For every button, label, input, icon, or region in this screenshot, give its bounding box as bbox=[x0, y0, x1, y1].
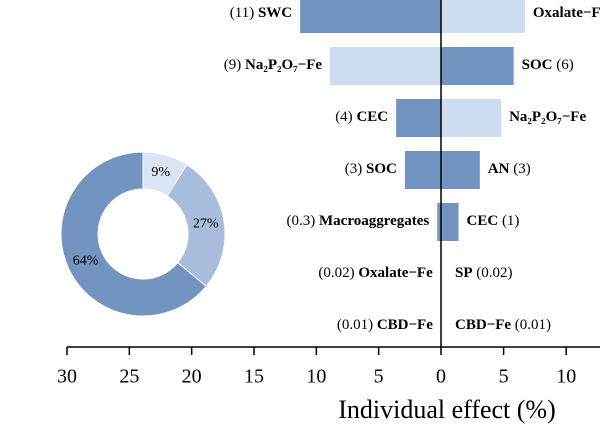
value-label: (4) bbox=[335, 109, 353, 125]
category-label: SP bbox=[455, 265, 473, 281]
value-label: (0.02) bbox=[476, 265, 512, 281]
bar bbox=[441, 0, 525, 33]
value-label: (3) bbox=[345, 161, 363, 177]
x-tick-label: 10 bbox=[306, 366, 326, 388]
bar bbox=[330, 47, 441, 85]
category-label: SOC bbox=[366, 161, 397, 177]
category-label: CBD−Fe bbox=[455, 317, 511, 333]
bar-label: (9) Na₂P₂O₇−Fe bbox=[224, 57, 323, 73]
category-label: SWC bbox=[258, 5, 292, 21]
bar-label: (3) SOC bbox=[345, 161, 397, 177]
value-label: (3) bbox=[513, 161, 531, 177]
category-label: CBD−Fe bbox=[377, 317, 433, 333]
value-label: (11) bbox=[230, 5, 254, 21]
bar-label: Oxalate−Fe bbox=[533, 5, 600, 21]
donut-slice bbox=[60, 151, 207, 317]
slice-label: 64% bbox=[73, 253, 99, 268]
category-label: Macroaggregates bbox=[319, 213, 429, 229]
x-tick-label: 10 bbox=[556, 366, 576, 388]
bar-label: SP (0.02) bbox=[455, 265, 513, 281]
bar-label: (11) SWC bbox=[230, 5, 292, 21]
bar-label: (0.3) Macroaggregates bbox=[287, 213, 430, 229]
x-tick-label: 25 bbox=[119, 366, 139, 388]
category-label: AN bbox=[488, 161, 510, 177]
bar-label: CEC (1) bbox=[467, 213, 520, 229]
x-axis-title: Individual effect (%) bbox=[338, 395, 556, 424]
category-label: Oxalate−Fe bbox=[533, 5, 600, 21]
value-label: (0.01) bbox=[337, 317, 373, 333]
donut-slice bbox=[166, 164, 226, 287]
bar bbox=[396, 99, 441, 137]
category-label: CEC bbox=[467, 213, 499, 229]
x-tick-label: 5 bbox=[499, 366, 509, 388]
slice-label: 27% bbox=[193, 216, 219, 231]
bar bbox=[441, 47, 514, 85]
value-label: (0.02) bbox=[318, 265, 354, 281]
category-label: Na₂P₂O₇−Fe bbox=[509, 109, 586, 125]
x-tick-label: 15 bbox=[244, 366, 264, 388]
x-tick-label: 5 bbox=[374, 366, 384, 388]
bar bbox=[441, 151, 480, 189]
bar-label: (4) CEC bbox=[335, 109, 388, 125]
slice-label: 9% bbox=[151, 165, 170, 180]
bar-label: (0.01) CBD−Fe bbox=[337, 317, 433, 333]
category-label: SOC bbox=[522, 57, 553, 73]
value-label: (0.3) bbox=[287, 213, 316, 229]
value-label: (6) bbox=[556, 57, 574, 73]
x-tick-label: 0 bbox=[436, 366, 446, 388]
bar-label: SOC (6) bbox=[522, 57, 574, 73]
bar-label: AN (3) bbox=[488, 161, 531, 177]
bar bbox=[441, 99, 502, 137]
x-tick-label: 30 bbox=[57, 366, 77, 388]
bar bbox=[404, 151, 441, 189]
x-tick-label: 20 bbox=[182, 366, 202, 388]
bar bbox=[437, 203, 441, 241]
category-label: Na₂P₂O₇−Fe bbox=[245, 57, 322, 73]
value-label: (9) bbox=[224, 57, 242, 73]
bar bbox=[300, 0, 441, 33]
bar-label: CBD−Fe (0.01) bbox=[455, 317, 551, 333]
category-label: CEC bbox=[356, 109, 388, 125]
bar-label: Na₂P₂O₇−Fe bbox=[509, 109, 586, 125]
category-label: Oxalate−Fe bbox=[358, 265, 433, 281]
value-label: (0.01) bbox=[515, 317, 551, 333]
bar-label: (0.02) Oxalate−Fe bbox=[318, 265, 433, 281]
value-label: (1) bbox=[502, 213, 520, 229]
bar bbox=[441, 203, 459, 241]
